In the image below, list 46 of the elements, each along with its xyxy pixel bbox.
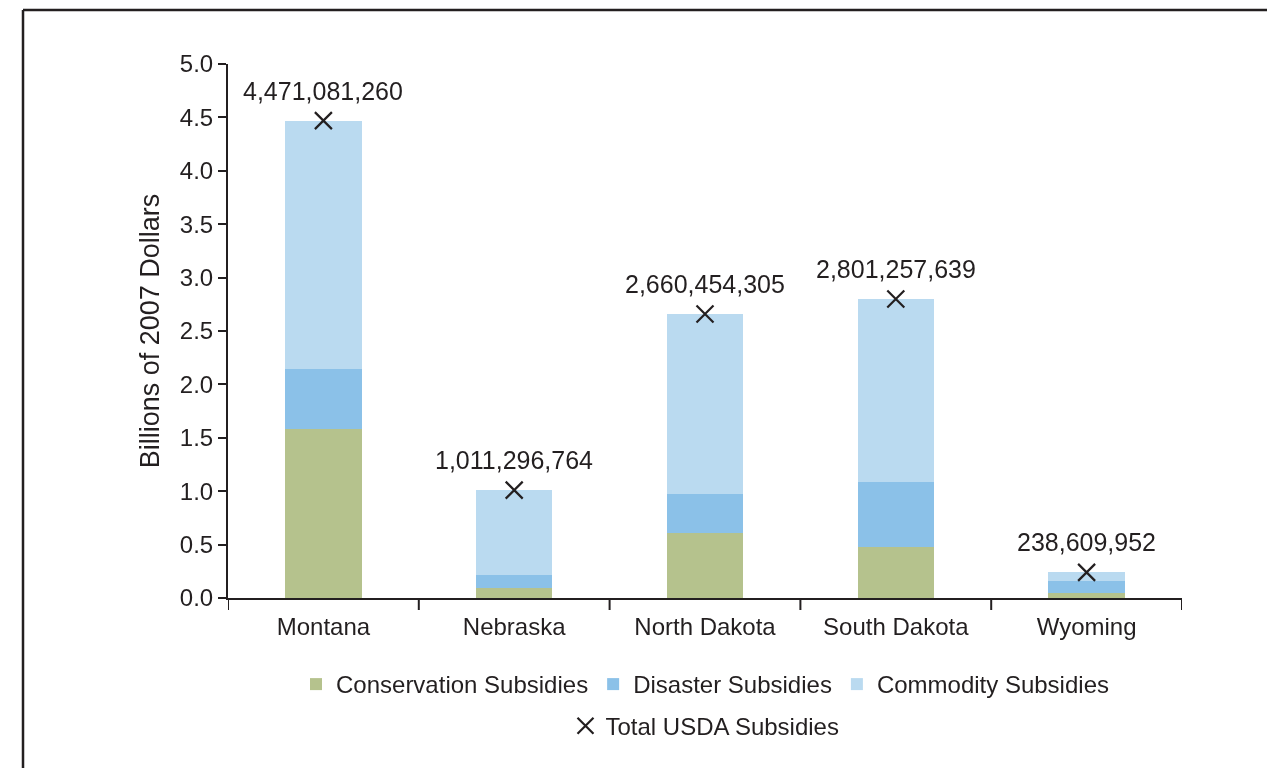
y-tick-label: 2.0: [179, 370, 214, 398]
bar: [476, 574, 553, 589]
bar: [666, 532, 744, 598]
bar: [1048, 580, 1125, 593]
x-tick-label: North Dakota: [634, 612, 777, 640]
x-tick-label: Wyoming: [1036, 612, 1137, 640]
point: [313, 111, 333, 131]
bar: [285, 429, 362, 598]
legend-label: Total USDA Subsidies: [605, 713, 839, 741]
bar: [476, 588, 553, 598]
y-tick-label: 0.0: [179, 584, 214, 612]
y-tick-label: 1.0: [179, 477, 214, 505]
annotation: 2,660,454,305: [625, 270, 785, 298]
x-tick-label: Montana: [276, 612, 371, 640]
point: [695, 304, 715, 324]
x-tick-label: Nebraska: [462, 612, 567, 640]
bar: [285, 120, 362, 370]
legend-label: Conservation Subsidies: [336, 671, 589, 699]
bar: [666, 494, 744, 533]
y-tick-label: 3.5: [179, 210, 214, 238]
bar: [857, 298, 934, 482]
bar: [476, 490, 553, 575]
y-tick-label: 5.0: [179, 50, 214, 78]
point: [886, 289, 906, 309]
y-tick-label: 4.5: [179, 103, 214, 131]
x-tick-label: South Dakota: [823, 612, 970, 640]
annotation: 238,609,952: [1017, 528, 1157, 556]
y-tick-label: 2.5: [179, 317, 214, 345]
annotation: 2,801,257,639: [816, 255, 976, 283]
bar: [1048, 572, 1125, 581]
y-axis-title: Billions of 2007 Dollars: [135, 193, 166, 469]
bar: [1048, 592, 1125, 598]
y-tick-label: 3.0: [179, 264, 214, 291]
bar: [666, 313, 744, 495]
bar: [857, 481, 934, 547]
bar: [285, 369, 362, 430]
legend-label: Commodity Subsidies: [876, 671, 1109, 699]
annotation: 4,471,081,260: [243, 77, 403, 105]
legend-label: Disaster Subsidies: [633, 671, 832, 699]
point: [504, 480, 524, 500]
annotation: 1,011,296,764: [435, 446, 594, 474]
y-tick-label: 4.0: [179, 157, 214, 185]
point: [1077, 562, 1097, 582]
y-tick-label: 1.5: [179, 424, 214, 452]
y-tick-label: 0.5: [179, 531, 214, 558]
bar: [857, 546, 934, 598]
